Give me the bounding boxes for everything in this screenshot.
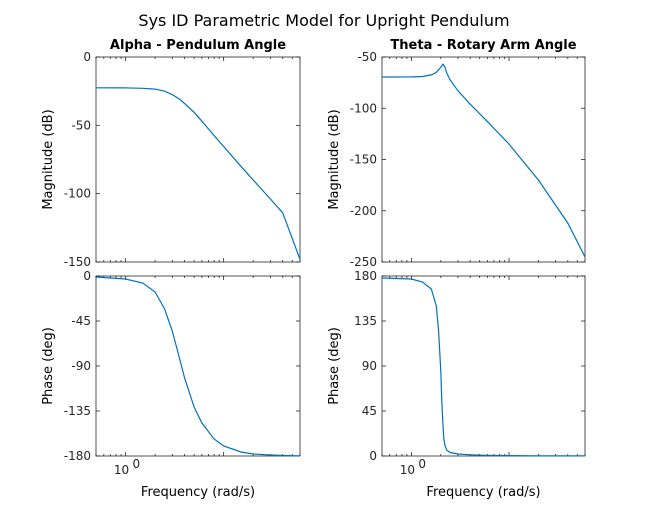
y-axis-label: Magnitude (dB) [327, 109, 342, 209]
y-tick-label: -135 [64, 404, 91, 418]
axes-frame-3 [381, 275, 586, 457]
y-tick-label: 0 [369, 449, 377, 463]
subplot-title: Alpha - Pendulum Angle [110, 38, 286, 53]
y-tick-label: -50 [357, 50, 377, 64]
x-axis-label: Frequency (rad/s) [426, 485, 540, 500]
x-tick-label: 10 [114, 463, 129, 477]
y-axis-label: Phase (deg) [41, 327, 56, 405]
y-tick-label: -150 [350, 153, 377, 167]
y-tick-label: -250 [350, 255, 377, 269]
y-tick-label: 0 [83, 269, 91, 283]
y-axis-label: Phase (deg) [327, 327, 342, 405]
y-tick-label: -180 [64, 449, 91, 463]
y-tick-label: -200 [350, 204, 377, 218]
x-axis-label: Frequency (rad/s) [141, 485, 255, 500]
y-tick-label: 45 [362, 404, 377, 418]
y-tick-label: 135 [354, 314, 377, 328]
subplot-title: Theta - Rotary Arm Angle [390, 38, 576, 53]
y-tick-label: -90 [71, 359, 91, 373]
series-line-1 [381, 63, 586, 258]
y-tick-label: -50 [71, 118, 91, 132]
y-axis-label: Magnitude (dB) [41, 109, 56, 209]
y-tick-label: 0 [83, 50, 91, 64]
axes-frame-1 [381, 56, 586, 263]
y-tick-label: -100 [64, 187, 91, 201]
axes-frame-2 [95, 275, 301, 457]
y-tick-label: -45 [71, 314, 91, 328]
y-tick-label: -150 [64, 255, 91, 269]
series-line-3 [381, 277, 586, 457]
y-tick-label: 180 [354, 269, 377, 283]
y-tick-label: 90 [362, 359, 377, 373]
x-tick-exponent: 0 [418, 457, 426, 471]
axes-frame-0 [95, 56, 301, 263]
series-line-2 [95, 276, 301, 457]
x-tick-label: 10 [400, 463, 415, 477]
figure-title: Sys ID Parametric Model for Upright Pend… [138, 11, 509, 30]
series-line-0 [95, 87, 301, 260]
y-tick-label: -100 [350, 101, 377, 115]
x-tick-exponent: 0 [133, 457, 141, 471]
